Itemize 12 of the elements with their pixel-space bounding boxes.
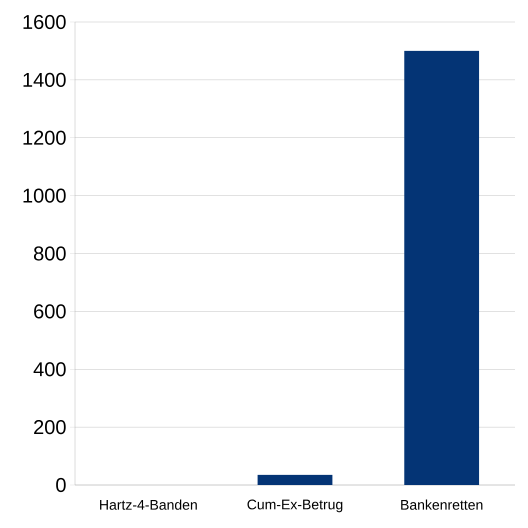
y-tick-label: 1400 <box>24 72 66 87</box>
y-tick-label: 1600 <box>24 14 66 30</box>
y-tick-label: 800 <box>34 246 66 261</box>
x-tick-label: Hartz-4-Banden <box>100 500 197 510</box>
y-tick-label: 0 <box>56 478 66 492</box>
y-tick-label: 400 <box>34 362 66 376</box>
y-tick-label: 600 <box>34 304 66 318</box>
y-tick-label: 200 <box>34 420 66 434</box>
x-tick-label: Bankenretten <box>401 500 482 510</box>
y-tick-label: 1200 <box>24 130 66 145</box>
y-tick-label: 1000 <box>24 188 66 203</box>
x-tick-label: Cum-Ex-Betrug <box>247 500 342 512</box>
